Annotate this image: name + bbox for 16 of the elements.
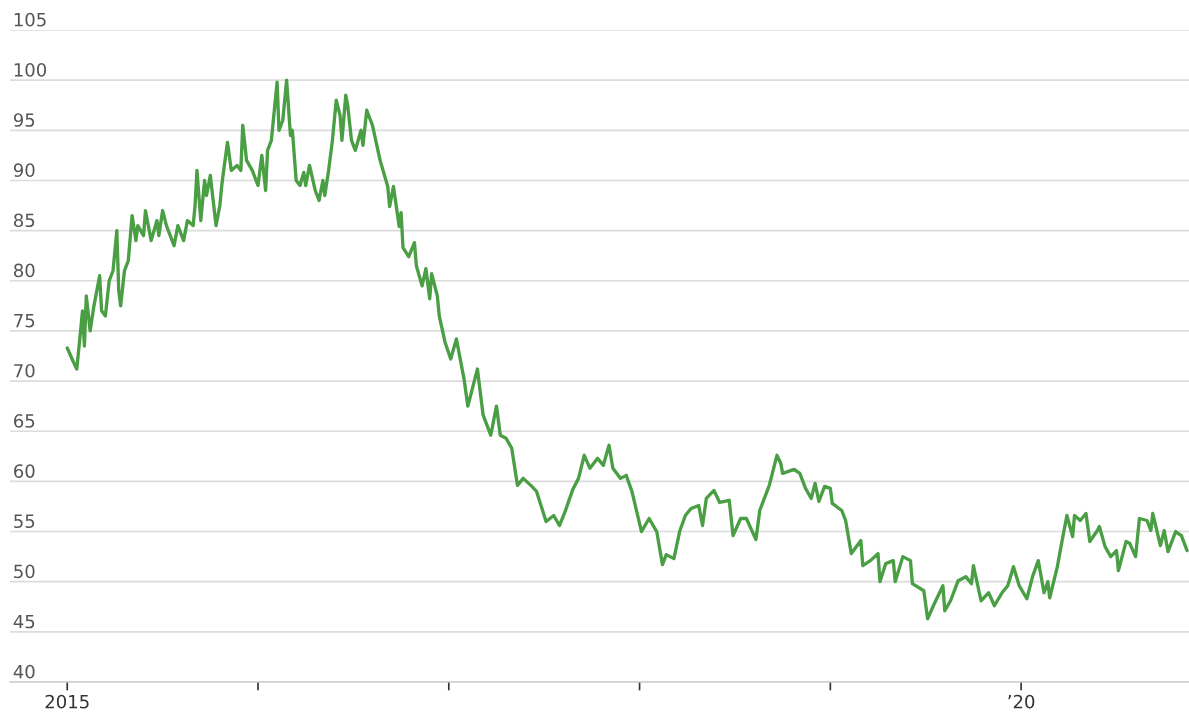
y-tick-label: 100 xyxy=(14,63,47,77)
y-tick-label: 85 xyxy=(14,213,35,228)
y-tick-label: 45 xyxy=(13,614,35,629)
y-tick-label: 40 xyxy=(13,664,35,679)
y-tick-label: 105 xyxy=(14,12,46,27)
y-tick-label: 55 xyxy=(14,514,35,529)
y-tick-label: 75 xyxy=(14,314,35,328)
y-tick-label: 60 xyxy=(14,464,35,478)
y-tick-label: 70 xyxy=(14,363,35,378)
x-tick-label: ’20 xyxy=(1008,694,1035,709)
x-tick-label: 2015 xyxy=(45,694,89,709)
y-tick-label: 50 xyxy=(14,564,35,579)
y-tick-label: 90 xyxy=(13,163,35,177)
y-tick-label: 65 xyxy=(14,414,35,428)
y-tick-label: 80 xyxy=(14,263,35,278)
y-tick-label: 95 xyxy=(13,113,35,127)
